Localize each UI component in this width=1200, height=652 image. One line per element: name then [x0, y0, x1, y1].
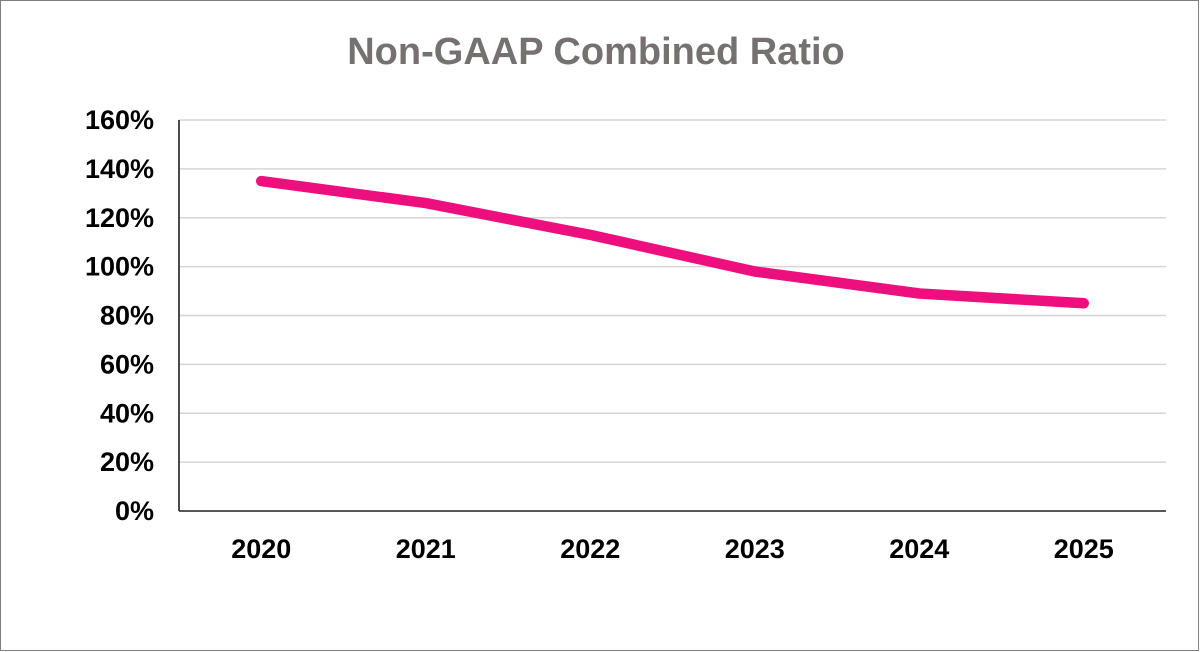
x-axis-tick-label: 2021	[396, 534, 456, 564]
y-axis-tick-label: 100%	[85, 252, 154, 282]
y-axis-tick-label: 0%	[115, 496, 154, 526]
x-axis-tick-label: 2023	[725, 534, 785, 564]
x-axis-tick-label: 2024	[889, 534, 949, 564]
y-axis-tick-label: 60%	[100, 349, 154, 379]
y-axis-tick-label: 80%	[100, 301, 154, 331]
y-axis-tick-label: 140%	[85, 154, 154, 184]
data-series-line	[256, 175, 1089, 309]
y-axis-tick-label: 160%	[85, 105, 154, 135]
chart-title: Non-GAAP Combined Ratio	[347, 31, 845, 73]
x-axis-tick-label: 2022	[560, 534, 620, 564]
y-axis-tick-label: 120%	[85, 203, 154, 233]
y-axis-tick-label: 40%	[100, 398, 154, 428]
y-axis-tick-label: 20%	[100, 447, 154, 477]
x-axis-tick-label: 2020	[231, 534, 291, 564]
x-axis-tick-label: 2025	[1054, 534, 1114, 564]
